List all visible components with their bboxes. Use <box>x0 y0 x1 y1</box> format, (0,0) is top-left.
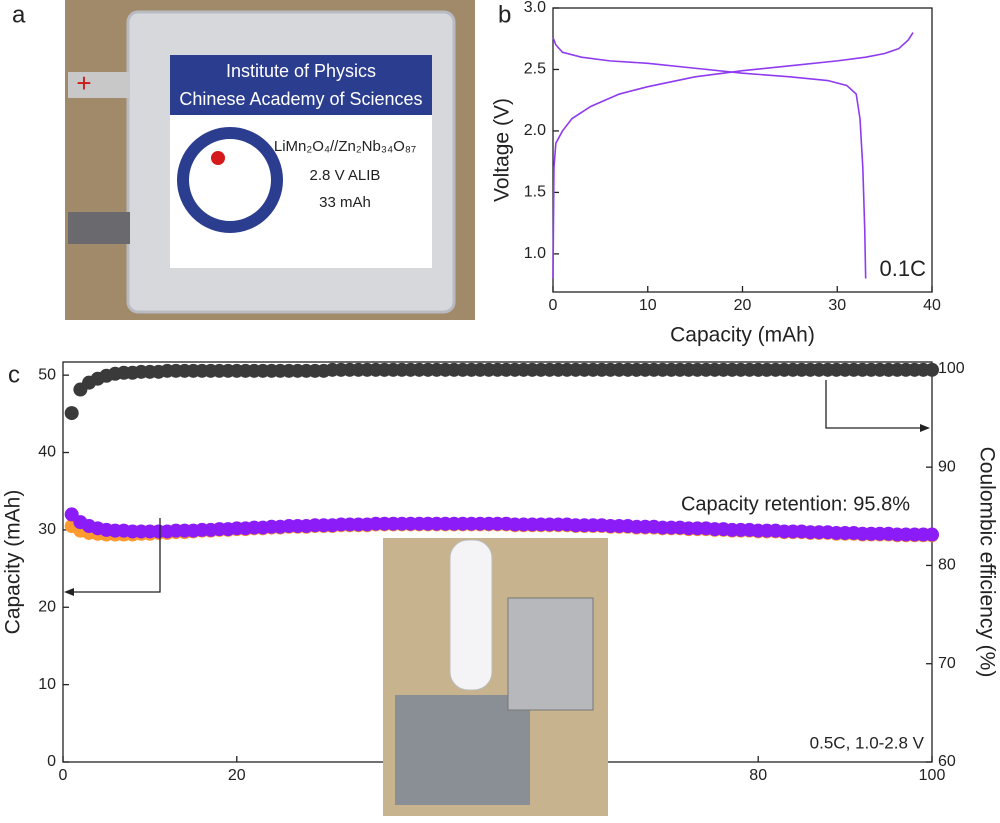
y-tick-label: 20 <box>38 598 56 615</box>
y2-tick-label: 90 <box>938 458 956 475</box>
inset-base <box>395 695 530 805</box>
y-tick-label: 2.0 <box>524 122 546 139</box>
annotation: 0.1C <box>880 256 927 281</box>
x-tick-label: 20 <box>734 297 752 314</box>
y2-axis-title: Coulombic efficiency (%) <box>975 447 998 678</box>
data-point <box>925 362 939 377</box>
y-axis-title: Capacity (mAh) <box>2 490 25 635</box>
label-text: 2.8 V ALIB <box>310 167 381 184</box>
arrow <box>825 380 922 429</box>
banner-text: Institute of Physics <box>226 61 376 81</box>
x-tick-label: 30 <box>828 297 846 314</box>
annotation: 0.5C, 1.0-2.8 V <box>810 733 925 752</box>
y2-tick-label: 100 <box>938 360 965 377</box>
banner-text: Chinese Academy of Sciences <box>179 89 422 109</box>
arrow-head <box>64 588 74 596</box>
label-text: 33 mAh <box>319 194 371 211</box>
x-tick-label: 40 <box>923 297 941 314</box>
y-tick-label: 50 <box>38 366 56 383</box>
x-tick-label: 10 <box>639 297 657 314</box>
panel-label: a <box>12 1 26 28</box>
banner <box>170 55 432 115</box>
y-tick-label: 40 <box>38 444 56 461</box>
y-tick-label: 0 <box>47 753 56 770</box>
x-tick-label: 0 <box>59 767 68 784</box>
plus-mark: + <box>76 68 91 98</box>
x-tick-label: 20 <box>228 767 246 784</box>
y-tick-label: 2.5 <box>524 61 546 78</box>
tab <box>68 72 130 98</box>
y-tick-label: 1.0 <box>524 245 546 262</box>
inset-photo <box>383 538 608 816</box>
x-tick-label: 100 <box>919 767 946 784</box>
voltage-curve <box>552 32 914 279</box>
data-point <box>64 406 79 421</box>
y2-tick-label: 70 <box>938 655 956 672</box>
data-point <box>925 527 939 542</box>
y2-tick-label: 60 <box>938 753 956 770</box>
arrow-head <box>920 424 930 432</box>
y-tick-label: 10 <box>38 676 56 693</box>
logo-mark <box>211 151 225 165</box>
x-tick-label: 0 <box>549 297 558 314</box>
panel-label: c <box>8 361 20 388</box>
arrow <box>70 518 161 593</box>
inset-fan <box>449 539 493 691</box>
logo <box>177 127 283 233</box>
voltage-curve <box>552 37 867 279</box>
y-axis-title: Voltage (V) <box>491 98 514 202</box>
label-text: LiMn₂O₄//Zn₂Nb₃₄O₈₇ <box>274 138 416 155</box>
y-tick-label: 3.0 <box>524 0 546 16</box>
inset-box <box>507 597 594 711</box>
annotation: Capacity retention: 95.8% <box>681 493 910 515</box>
pouch-cell-photo: + Institute of Physics Chinese Academy o… <box>65 0 475 320</box>
plot-frame <box>552 7 933 293</box>
x-tick-label: 80 <box>749 767 767 784</box>
x-axis-title: Capacity (mAh) <box>670 324 815 347</box>
y-tick-label: 1.5 <box>524 184 546 201</box>
panel-label: b <box>498 1 511 28</box>
y2-tick-label: 80 <box>938 557 956 574</box>
y-tick-label: 30 <box>38 521 56 538</box>
tab <box>68 212 130 244</box>
